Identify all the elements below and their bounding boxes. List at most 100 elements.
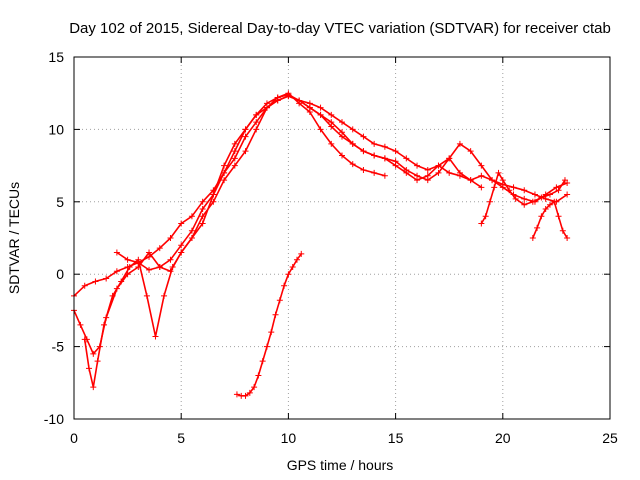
data-point [253, 111, 260, 118]
data-point [135, 259, 142, 266]
data-point [90, 384, 97, 391]
data-point [255, 372, 262, 379]
series-line [480, 172, 566, 225]
series-arc-5 [233, 250, 305, 399]
data-point [392, 158, 399, 165]
data-point [414, 162, 421, 169]
data-point [251, 384, 258, 391]
data-point [328, 140, 335, 147]
data-point [167, 256, 174, 263]
series-arc-1 [71, 93, 571, 299]
data-point [371, 140, 378, 147]
data-point [281, 282, 288, 289]
data-point [242, 133, 249, 140]
x-tick-label: 10 [281, 430, 297, 446]
data-point [156, 263, 163, 270]
x-tick-label: 0 [70, 430, 78, 446]
data-point [272, 311, 279, 318]
data-point [559, 227, 566, 234]
data-point [529, 235, 536, 241]
data-point [152, 333, 159, 340]
data-point [521, 195, 528, 202]
x-tick-label: 25 [602, 430, 618, 446]
data-point [446, 169, 453, 176]
data-point [521, 201, 528, 208]
data-point [538, 194, 545, 201]
data-point [167, 235, 174, 241]
data-point [242, 392, 249, 399]
data-point [531, 191, 538, 198]
data-point [435, 169, 442, 176]
data-point [538, 213, 545, 220]
data-point [231, 155, 238, 162]
x-axis-label: GPS time / hours [287, 457, 394, 473]
data-point [499, 177, 506, 184]
series-line [236, 253, 303, 397]
y-tick-label: 10 [48, 121, 64, 137]
data-point [113, 249, 120, 256]
data-point [231, 162, 238, 169]
data-point [178, 249, 185, 256]
data-point [478, 162, 485, 169]
data-point [242, 126, 249, 133]
data-point [486, 198, 493, 205]
data-point [199, 206, 206, 213]
data-point [146, 253, 153, 260]
data-point [317, 126, 324, 133]
data-point [317, 104, 324, 111]
data-point [246, 389, 253, 396]
data-point [381, 155, 388, 162]
data-point [546, 191, 553, 198]
data-point [178, 220, 185, 227]
data-point [263, 343, 270, 350]
data-point [339, 119, 345, 126]
data-point [339, 133, 345, 140]
y-tick-label: 0 [56, 266, 64, 282]
data-point [199, 220, 206, 227]
data-point [199, 198, 206, 205]
data-point [285, 93, 292, 100]
data-point [381, 172, 388, 179]
y-tick-label: -5 [52, 339, 65, 355]
data-point [86, 365, 93, 372]
y-tick-label: 15 [48, 49, 64, 65]
data-point [489, 177, 496, 184]
data-point [555, 187, 562, 194]
data-point [478, 220, 485, 227]
data-point [435, 162, 442, 169]
data-point [285, 271, 292, 278]
data-point [403, 166, 410, 173]
data-point [349, 126, 356, 133]
data-point [178, 242, 185, 249]
plot-frame [73, 56, 611, 420]
data-point [263, 104, 270, 111]
data-point [446, 155, 453, 162]
data-point [349, 161, 356, 168]
data-point [274, 97, 281, 104]
data-point [242, 148, 249, 155]
data-point [109, 292, 116, 299]
data-point [512, 195, 519, 202]
data-point [253, 119, 260, 126]
data-point [414, 172, 421, 179]
data-point [306, 104, 313, 111]
data-point [561, 177, 568, 184]
data-point [210, 187, 217, 194]
data-point [328, 111, 335, 118]
data-point [555, 213, 562, 220]
data-point [293, 256, 300, 263]
data-point [259, 358, 266, 365]
data-point [349, 140, 356, 147]
data-point [143, 292, 150, 299]
data-point [529, 198, 536, 205]
data-point [542, 206, 549, 213]
series-arc-4 [113, 93, 571, 266]
data-point [381, 143, 388, 150]
series-line [73, 95, 568, 297]
y-tick-label: -10 [44, 411, 64, 427]
x-tick-label: 15 [388, 430, 404, 446]
data-point [231, 140, 238, 147]
data-point [491, 184, 498, 191]
grid-lines [74, 57, 610, 419]
